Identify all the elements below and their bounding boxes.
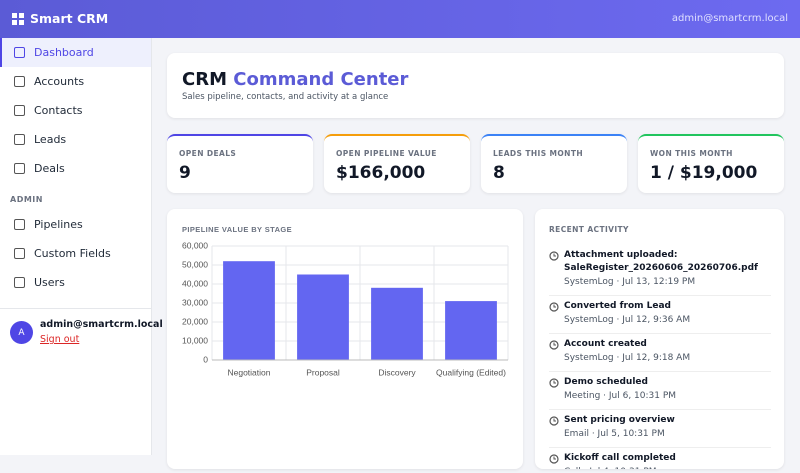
- nav-icon: [14, 47, 25, 58]
- x-tick-label: Negotiation: [227, 367, 270, 377]
- activity-meta: SystemLog · Jul 12, 9:36 AM: [564, 315, 691, 325]
- activity-title: RECENT ACTIVITY: [549, 225, 629, 234]
- nav: Dashboard Accounts Contacts Leads Deals: [0, 38, 151, 183]
- activity-list: Attachment uploaded: SaleRegister_202606…: [549, 245, 771, 469]
- nav-icon: [14, 248, 25, 259]
- activity-meta: SystemLog · Jul 13, 12:19 PM: [564, 277, 696, 287]
- activity-card: RECENT ACTIVITY Attachment uploaded: Sal…: [535, 209, 784, 469]
- title-accent: Command Center: [233, 69, 409, 90]
- nav-icon: [14, 76, 25, 87]
- kpi-card: OPEN DEALS 9: [167, 134, 313, 193]
- activity-item: Sent pricing overview Email · Jul 5, 10:3…: [549, 410, 771, 448]
- nav: Pipelines Custom Fields Users: [0, 210, 151, 297]
- kpi-card: OPEN PIPELINE VALUE $166,000: [324, 134, 470, 193]
- nav-item[interactable]: Contacts: [0, 96, 151, 125]
- nav-label: Leads: [34, 133, 67, 146]
- activity-meta: Email · Jul 5, 10:31 PM: [564, 429, 665, 439]
- sidebar: Dashboard Accounts Contacts Leads Deals ADMI…: [0, 38, 163, 455]
- clock-icon: [549, 454, 559, 464]
- user-box: A admin@smartcrm.local Sign out: [0, 308, 163, 345]
- nav-item[interactable]: Leads: [0, 125, 151, 154]
- kpi-value: 1 / $19,000: [650, 163, 758, 183]
- y-tick-label: 40,000: [182, 278, 208, 288]
- clock-icon: [549, 340, 559, 350]
- nav-icon: [14, 105, 25, 116]
- activity-title: Account created: [564, 339, 647, 349]
- kpi-card: LEADS THIS MONTH 8: [481, 134, 627, 193]
- nav-label: Dashboard: [34, 46, 94, 59]
- y-tick-label: 10,000: [182, 335, 208, 345]
- avatar: A: [10, 321, 33, 344]
- header: Smart CRM admin@smartcrm.local: [0, 0, 800, 38]
- bar: [297, 274, 349, 360]
- kpi-label: OPEN DEALS: [179, 149, 237, 158]
- bar: [371, 287, 423, 360]
- nav-icon: [14, 277, 25, 288]
- activity-title: Kickoff call completed: [564, 453, 676, 463]
- activity-title: Sent pricing overview: [564, 415, 675, 425]
- bar: [223, 261, 275, 360]
- nav-icon: [14, 163, 25, 174]
- kpi-value: 8: [493, 163, 505, 183]
- kpi-label: WON THIS MONTH: [650, 149, 733, 158]
- title-card: CRM Command Center Sales pipeline, conta…: [167, 53, 784, 118]
- chart-title: PIPELINE VALUE BY STAGE: [182, 225, 292, 234]
- chart-card: PIPELINE VALUE BY STAGE 0 10,000 20,000 30,…: [167, 209, 523, 469]
- x-tick-label: Proposal: [306, 367, 340, 377]
- activity-title: Demo scheduled: [564, 377, 648, 387]
- bar: [445, 301, 497, 360]
- clock-icon: [549, 251, 559, 261]
- sign-out[interactable]: Sign out: [40, 334, 80, 345]
- activity-title: Converted from Lead: [564, 301, 671, 311]
- logo: [12, 13, 24, 25]
- activity-item: Demo scheduled Meeting · Jul 6, 10:31 PM: [549, 372, 771, 410]
- nav-item[interactable]: Dashboard: [0, 38, 151, 67]
- nav-item[interactable]: Custom Fields: [0, 239, 151, 268]
- nav-label: Custom Fields: [34, 247, 111, 260]
- activity-title: Attachment uploaded: SaleRegister_202606…: [564, 250, 758, 273]
- activity-meta: Meeting · Jul 6, 10:31 PM: [564, 391, 677, 401]
- title-main: CRM: [182, 69, 227, 90]
- nav-item[interactable]: Users: [0, 268, 151, 297]
- nav-section: ADMIN: [10, 195, 43, 204]
- y-tick-label: 60,000: [182, 240, 208, 250]
- nav-item[interactable]: Deals: [0, 154, 151, 183]
- nav-icon: [14, 219, 25, 230]
- subtitle: Sales pipeline, contacts, and activity a…: [182, 92, 389, 102]
- y-tick-label: 30,000: [182, 297, 208, 307]
- y-tick-label: 0: [203, 354, 208, 364]
- chart: PIPELINE VALUE BY STAGE 0 10,000 20,000 30,…: [182, 225, 509, 377]
- activity-meta: Call · Jul 4, 10:31 PM: [564, 465, 771, 469]
- activity-item: Converted from Lead SystemLog · Jul 12, 9…: [549, 296, 771, 334]
- clock-icon: [549, 378, 559, 388]
- nav-item[interactable]: Accounts: [0, 67, 151, 96]
- activity-item: Kickoff call completed Call · Jul 4, 10:3…: [549, 448, 771, 469]
- nav-label: Users: [34, 276, 65, 289]
- clock-icon: [549, 302, 559, 312]
- activity-item: Attachment uploaded: SaleRegister_202606…: [549, 245, 771, 296]
- activity-item: Account created SystemLog · Jul 12, 9:18 …: [549, 334, 771, 372]
- y-tick-label: 20,000: [182, 316, 208, 326]
- brand[interactable]: Smart CRM: [30, 11, 109, 26]
- nav-label: Accounts: [34, 75, 85, 88]
- y-tick-label: 50,000: [182, 259, 208, 269]
- user-name: admin@smartcrm.local: [40, 319, 163, 330]
- page-title: CRM Command Center: [182, 69, 408, 90]
- nav-icon: [14, 134, 25, 145]
- activity-meta: SystemLog · Jul 12, 9:18 AM: [564, 353, 691, 363]
- kpi-card: WON THIS MONTH 1 / $19,000: [638, 134, 784, 193]
- kpi-label: OPEN PIPELINE VALUE: [336, 149, 437, 158]
- nav-label: Deals: [34, 162, 65, 175]
- nav-label: Contacts: [34, 104, 83, 117]
- x-tick-label: Discovery: [378, 367, 416, 377]
- kpi-label: LEADS THIS MONTH: [493, 149, 584, 158]
- nav-item[interactable]: Pipelines: [0, 210, 151, 239]
- x-tick-label: Qualifying (Edited): [436, 367, 506, 377]
- kpi-value: 9: [179, 163, 191, 183]
- nav-label: Pipelines: [34, 218, 83, 231]
- header-user[interactable]: admin@smartcrm.local: [671, 13, 788, 24]
- kpi-value: $166,000: [336, 163, 426, 183]
- clock-icon: [549, 416, 559, 426]
